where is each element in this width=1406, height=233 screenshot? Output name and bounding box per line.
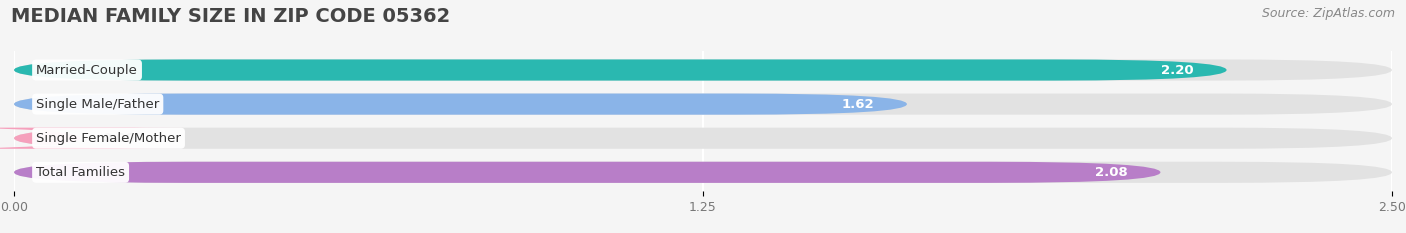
Text: MEDIAN FAMILY SIZE IN ZIP CODE 05362: MEDIAN FAMILY SIZE IN ZIP CODE 05362	[11, 7, 450, 26]
FancyBboxPatch shape	[14, 59, 1392, 81]
FancyBboxPatch shape	[14, 93, 907, 115]
FancyBboxPatch shape	[14, 93, 1392, 115]
FancyBboxPatch shape	[14, 59, 1226, 81]
Text: 2.08: 2.08	[1095, 166, 1128, 179]
FancyBboxPatch shape	[14, 162, 1160, 183]
Text: 2.20: 2.20	[1161, 64, 1194, 76]
Text: Total Families: Total Families	[37, 166, 125, 179]
Text: Single Female/Mother: Single Female/Mother	[37, 132, 181, 145]
FancyBboxPatch shape	[14, 162, 1392, 183]
Text: 0.00: 0.00	[103, 132, 135, 145]
Text: Married-Couple: Married-Couple	[37, 64, 138, 76]
Text: 1.62: 1.62	[841, 98, 875, 111]
FancyBboxPatch shape	[14, 128, 1392, 149]
FancyBboxPatch shape	[0, 128, 186, 149]
Text: Source: ZipAtlas.com: Source: ZipAtlas.com	[1261, 7, 1395, 20]
Text: Single Male/Father: Single Male/Father	[37, 98, 159, 111]
